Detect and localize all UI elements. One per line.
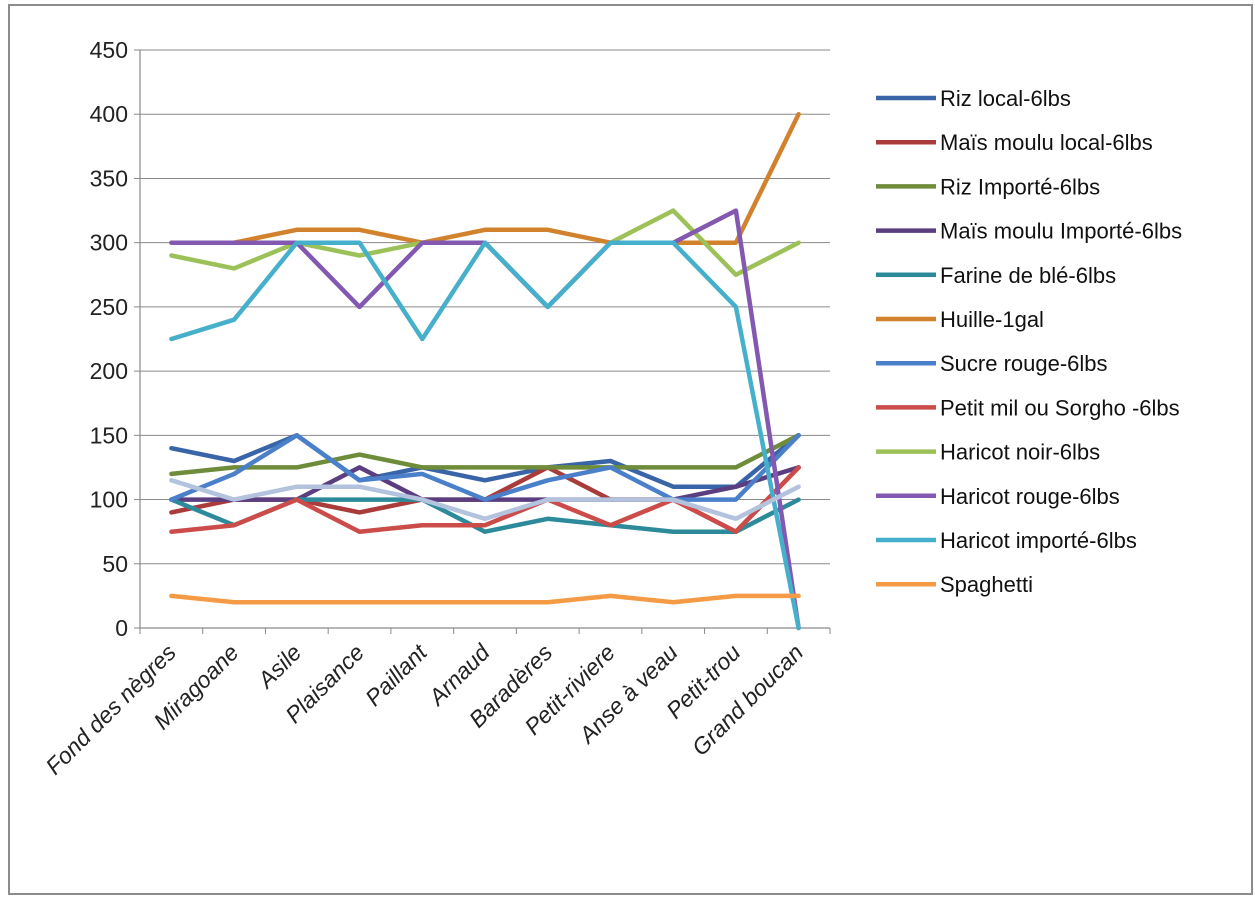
legend-item-sucre-rouge-6lbs: Sucre rouge-6lbs: [876, 351, 1108, 376]
legend-label-mais-moulu-local-6lbs: Maïs moulu local-6lbs: [940, 130, 1153, 155]
y-tick-label-200: 200: [90, 358, 128, 384]
line-chart: 0 50 100 150 200 250 300 350 400 450 Fond des nèg…: [40, 37, 1182, 780]
legend-label-sucre-rouge-6lbs: Sucre rouge-6lbs: [940, 351, 1108, 376]
y-tick-label-100: 100: [90, 487, 128, 513]
y-tick-label-350: 350: [90, 165, 128, 191]
legend-item-riz-importe-6lbs: Riz Importé-6lbs: [876, 174, 1100, 199]
legend-item-haricot-rouge-6lbs: Haricot rouge-6lbs: [876, 484, 1120, 509]
series-line-huille-1gal: [169, 111, 801, 245]
y-axis-ticks: 0 50 100 150 200 250 300 350 400 450: [90, 37, 140, 641]
series-line-sucre-rouge-6lbs: [169, 433, 801, 502]
legend-item-farine-de-ble-6lbs: Farine de blé-6lbs: [876, 263, 1116, 288]
series-lines: [169, 111, 801, 631]
legend-item-huille-1gal: Huille-1gal: [876, 307, 1044, 332]
legend-item-petit-mil-ou-sorgho-6lbs: Petit mil ou Sorgho -6lbs: [876, 395, 1180, 420]
y-tick-label-400: 400: [90, 101, 128, 127]
x-tick-label-asile: Asile: [251, 639, 306, 694]
y-tick-label-150: 150: [90, 422, 128, 448]
x-tick-label-grand-boucan: Grand boucan: [687, 639, 808, 760]
legend-item-haricot-importe-6lbs: Haricot importé-6lbs: [876, 528, 1137, 553]
legend-label-farine-de-ble-6lbs: Farine de blé-6lbs: [940, 263, 1116, 288]
legend-label-haricot-rouge-6lbs: Haricot rouge-6lbs: [940, 484, 1120, 509]
x-tick-label-paillant: Paillant: [360, 638, 433, 711]
legend-label-haricot-importe-6lbs: Haricot importé-6lbs: [940, 528, 1137, 553]
axes: [139, 50, 830, 629]
legend-label-spaghetti: Spaghetti: [940, 572, 1033, 597]
y-tick-label-250: 250: [90, 294, 128, 320]
series-line-unlabeled-12: [169, 478, 801, 522]
chart-frame: 0 50 100 150 200 250 300 350 400 450 Fond des nèg…: [8, 4, 1253, 895]
legend-item-riz-local-6lbs: Riz local-6lbs: [876, 86, 1071, 111]
legend-item-haricot-noir-6lbs: Haricot noir-6lbs: [876, 440, 1100, 465]
legend: Riz local-6lbs Maïs moulu local-6lbs Riz I…: [876, 86, 1182, 597]
y-tick-label-50: 50: [102, 551, 128, 577]
y-tick-label-450: 450: [90, 37, 128, 63]
series-line-riz-local-6lbs: [169, 433, 801, 489]
legend-label-huille-1gal: Huille-1gal: [940, 307, 1044, 332]
series-line-riz-importe-6lbs: [169, 433, 801, 477]
legend-label-haricot-noir-6lbs: Haricot noir-6lbs: [940, 440, 1100, 465]
legend-item-spaghetti: Spaghetti: [876, 572, 1033, 597]
legend-label-petit-mil-ou-sorgho-6lbs: Petit mil ou Sorgho -6lbs: [940, 395, 1180, 420]
y-tick-label-0: 0: [115, 615, 128, 641]
legend-label-mais-moulu-importe-6lbs: Maïs moulu Importé-6lbs: [940, 219, 1182, 244]
series-line-spaghetti: [169, 593, 801, 605]
legend-label-riz-local-6lbs: Riz local-6lbs: [940, 86, 1071, 111]
legend-label-riz-importe-6lbs: Riz Importé-6lbs: [940, 174, 1100, 199]
y-tick-label-300: 300: [90, 230, 128, 256]
series-line-petit-mil-ou-sorgho-6lbs: [169, 465, 801, 534]
legend-item-mais-moulu-local-6lbs: Maïs moulu local-6lbs: [876, 130, 1153, 155]
legend-item-mais-moulu-importe-6lbs: Maïs moulu Importé-6lbs: [876, 219, 1182, 244]
series-line-haricot-importe-6lbs: [169, 240, 801, 631]
